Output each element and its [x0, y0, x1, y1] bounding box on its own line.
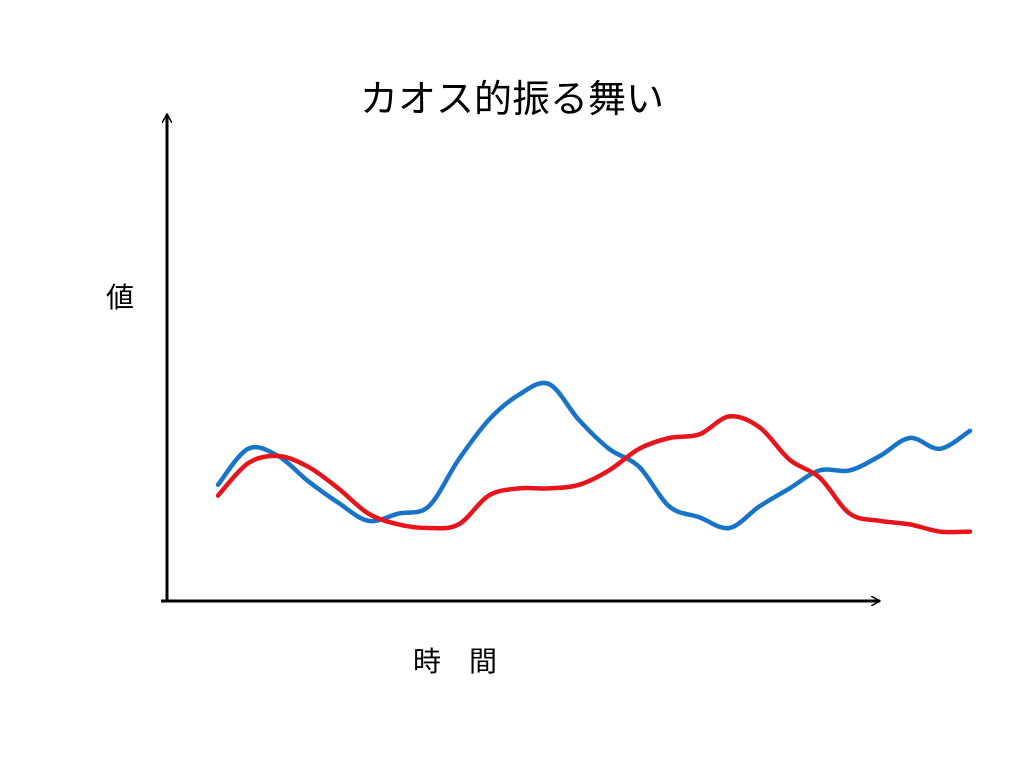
y-axis-label: 値 — [106, 281, 134, 314]
series-line-1 — [215, 380, 973, 531]
series-line-2 — [215, 413, 973, 535]
chart-title: カオス的振る舞い — [360, 77, 664, 121]
series-layer — [215, 380, 973, 535]
x-axis-label: 時 間 — [413, 645, 497, 678]
